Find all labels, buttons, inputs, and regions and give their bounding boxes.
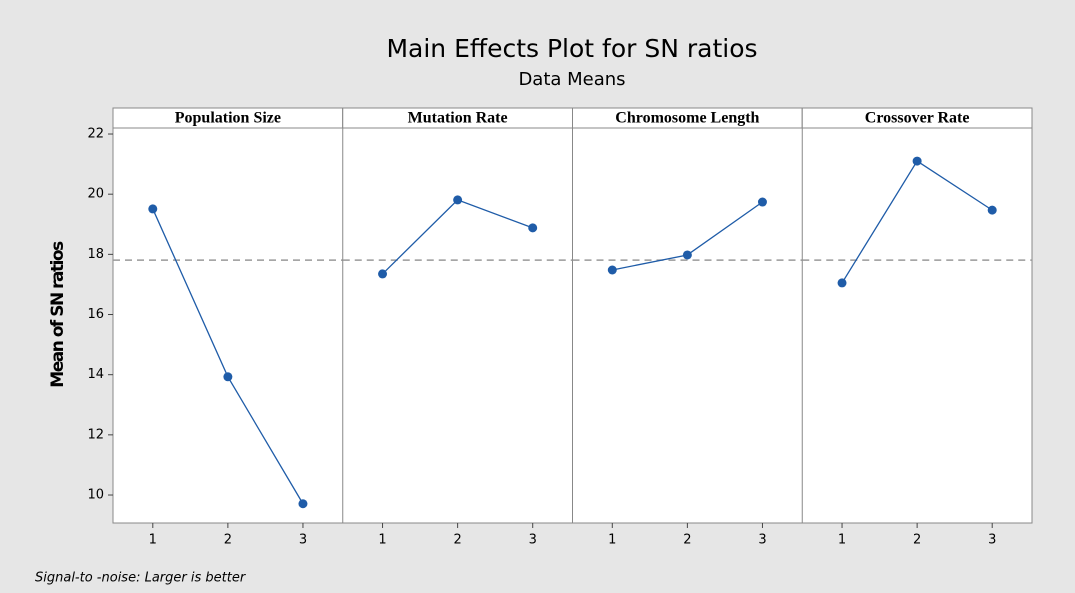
panel-strip	[801, 107, 1033, 129]
effect-point	[682, 250, 692, 260]
x-tick-label: 1	[838, 533, 846, 548]
x-tick-label: 3	[988, 533, 996, 548]
effect-point	[223, 372, 233, 382]
effect-point	[453, 195, 463, 205]
x-tick-label: 1	[149, 533, 157, 548]
x-tick-label: 2	[224, 533, 232, 548]
chart-title: Main Effects Plot for SN ratios	[386, 34, 757, 63]
panel-title: Chromosome Length	[615, 110, 759, 127]
y-tick-label: 20	[87, 187, 104, 202]
effect-point	[987, 205, 997, 215]
y-tick-label: 18	[87, 247, 104, 262]
x-tick-label: 3	[758, 533, 766, 548]
x-tick-label: 2	[683, 533, 691, 548]
effect-point	[528, 223, 538, 233]
y-tick-label: 16	[87, 307, 104, 322]
effect-point	[378, 269, 388, 279]
x-tick-label: 1	[378, 533, 386, 548]
effect-point	[757, 197, 767, 207]
y-tick-label: 14	[87, 367, 104, 382]
chart-subtitle: Data Means	[518, 69, 625, 90]
x-tick-label: 3	[299, 533, 307, 548]
panel-title: Population Size	[175, 110, 281, 127]
effect-point	[607, 265, 617, 275]
y-tick-label: 12	[87, 427, 104, 442]
x-tick-label: 1	[608, 533, 616, 548]
x-tick-label: 2	[913, 533, 921, 548]
effect-point	[912, 156, 922, 166]
x-tick-label: 2	[453, 533, 461, 548]
effect-point	[298, 499, 308, 509]
footnote: Signal-to -noise: Larger is better	[35, 571, 247, 586]
x-tick-label: 3	[529, 533, 537, 548]
y-tick-label: 22	[87, 127, 104, 142]
effect-point	[837, 278, 847, 288]
y-tick-label: 10	[87, 488, 104, 503]
panel-title: Crossover Rate	[865, 110, 970, 127]
y-axis-label: Mean of SN ratios	[48, 241, 68, 388]
effect-point	[148, 204, 158, 214]
panel-title: Mutation Rate	[408, 110, 508, 127]
